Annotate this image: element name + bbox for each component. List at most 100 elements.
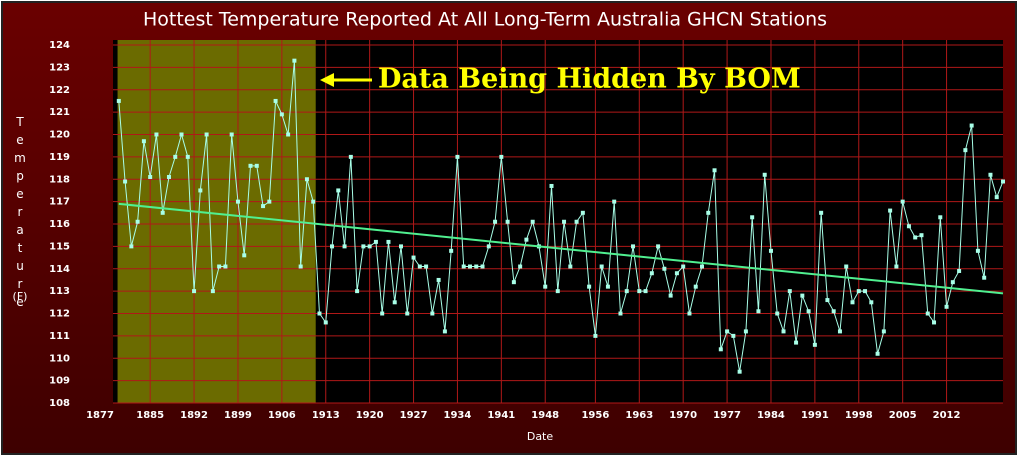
y-tick-label: 121: [49, 107, 70, 118]
data-point: [624, 289, 629, 294]
data-point: [806, 309, 811, 314]
x-tick-label: 1892: [180, 410, 208, 421]
data-point: [273, 98, 278, 103]
data-point: [235, 199, 240, 204]
data-point: [480, 264, 485, 269]
data-point: [292, 58, 297, 63]
data-point: [430, 311, 435, 316]
data-point: [166, 175, 171, 180]
data-point: [881, 329, 886, 334]
data-point: [179, 132, 184, 137]
x-tick-label: 1885: [136, 410, 164, 421]
data-point: [913, 235, 918, 240]
data-point: [781, 329, 786, 334]
data-point: [229, 132, 234, 137]
data-point: [148, 175, 153, 180]
data-point: [831, 309, 836, 314]
data-point: [819, 210, 824, 215]
data-point: [461, 264, 466, 269]
data-point: [725, 329, 730, 334]
data-point: [204, 132, 209, 137]
x-tick-label: 1913: [312, 410, 340, 421]
y-tick-label: 118: [49, 174, 70, 185]
y-tick-label: 115: [49, 241, 70, 252]
data-point: [555, 289, 560, 294]
data-point: [505, 219, 510, 224]
y-tick-label: 108: [49, 398, 70, 409]
data-point: [217, 264, 222, 269]
y-axis-unit: (F): [13, 290, 28, 303]
y-tick-label: 112: [49, 309, 70, 320]
data-point: [950, 280, 955, 285]
data-point: [837, 329, 842, 334]
data-point: [543, 284, 548, 289]
data-point: [969, 123, 974, 128]
data-point: [938, 215, 943, 220]
data-point: [493, 219, 498, 224]
x-tick-label: 1934: [444, 410, 472, 421]
x-tick-label: 1998: [845, 410, 873, 421]
data-point: [768, 248, 773, 253]
data-point: [687, 311, 692, 316]
data-point: [424, 264, 429, 269]
data-point: [812, 342, 817, 347]
data-point: [568, 264, 573, 269]
data-point: [198, 188, 203, 193]
x-tick-label: 1963: [625, 410, 653, 421]
data-point: [486, 244, 491, 249]
data-point: [756, 309, 761, 314]
y-tick-label: 117: [49, 197, 70, 208]
data-point: [549, 183, 554, 188]
x-tick-label: 1948: [531, 410, 559, 421]
data-point: [994, 195, 999, 200]
data-point: [700, 264, 704, 269]
marks: [116, 58, 1005, 374]
data-point: [154, 132, 159, 137]
data-point: [681, 264, 686, 269]
x-tick-label: 1906: [268, 410, 296, 421]
x-tick-label: 1956: [581, 410, 609, 421]
data-point: [656, 244, 661, 249]
data-point: [392, 300, 397, 305]
data-point: [499, 154, 504, 159]
data-point: [116, 98, 121, 103]
data-point: [562, 219, 567, 224]
data-point: [574, 219, 579, 224]
data-point: [417, 264, 422, 269]
data-point: [267, 199, 272, 204]
data-point: [856, 289, 861, 294]
data-point: [173, 154, 178, 159]
y-tick-label: 123: [49, 62, 70, 73]
data-point: [599, 264, 604, 269]
data-point: [944, 304, 949, 309]
x-tick-label: 1991: [801, 410, 829, 421]
chart-title: Hottest Temperature Reported At All Long…: [143, 9, 827, 31]
annotation: Data Being Hidden By BOM: [378, 64, 801, 95]
data-point: [367, 244, 372, 249]
data-point: [210, 289, 215, 294]
data-point: [373, 239, 378, 244]
data-point: [330, 244, 335, 249]
x-tick-label: 1877: [86, 410, 114, 421]
data-point: [474, 264, 479, 269]
data-point: [963, 148, 968, 153]
data-point: [405, 311, 410, 316]
data-point: [361, 244, 366, 249]
data-point: [712, 168, 717, 173]
data-point: [587, 284, 592, 289]
data-point: [442, 329, 447, 334]
data-point: [530, 219, 535, 224]
data-point: [518, 264, 523, 269]
data-point: [925, 311, 930, 316]
y-tick-label: 124: [49, 40, 70, 51]
data-point: [674, 271, 679, 276]
data-point: [185, 154, 190, 159]
data-point: [631, 244, 636, 249]
data-point: [336, 188, 341, 193]
data-point: [242, 253, 247, 258]
data-point: [323, 320, 328, 325]
data-point: [380, 311, 385, 316]
y-tick-label: 113: [49, 286, 70, 297]
data-point: [787, 289, 792, 294]
